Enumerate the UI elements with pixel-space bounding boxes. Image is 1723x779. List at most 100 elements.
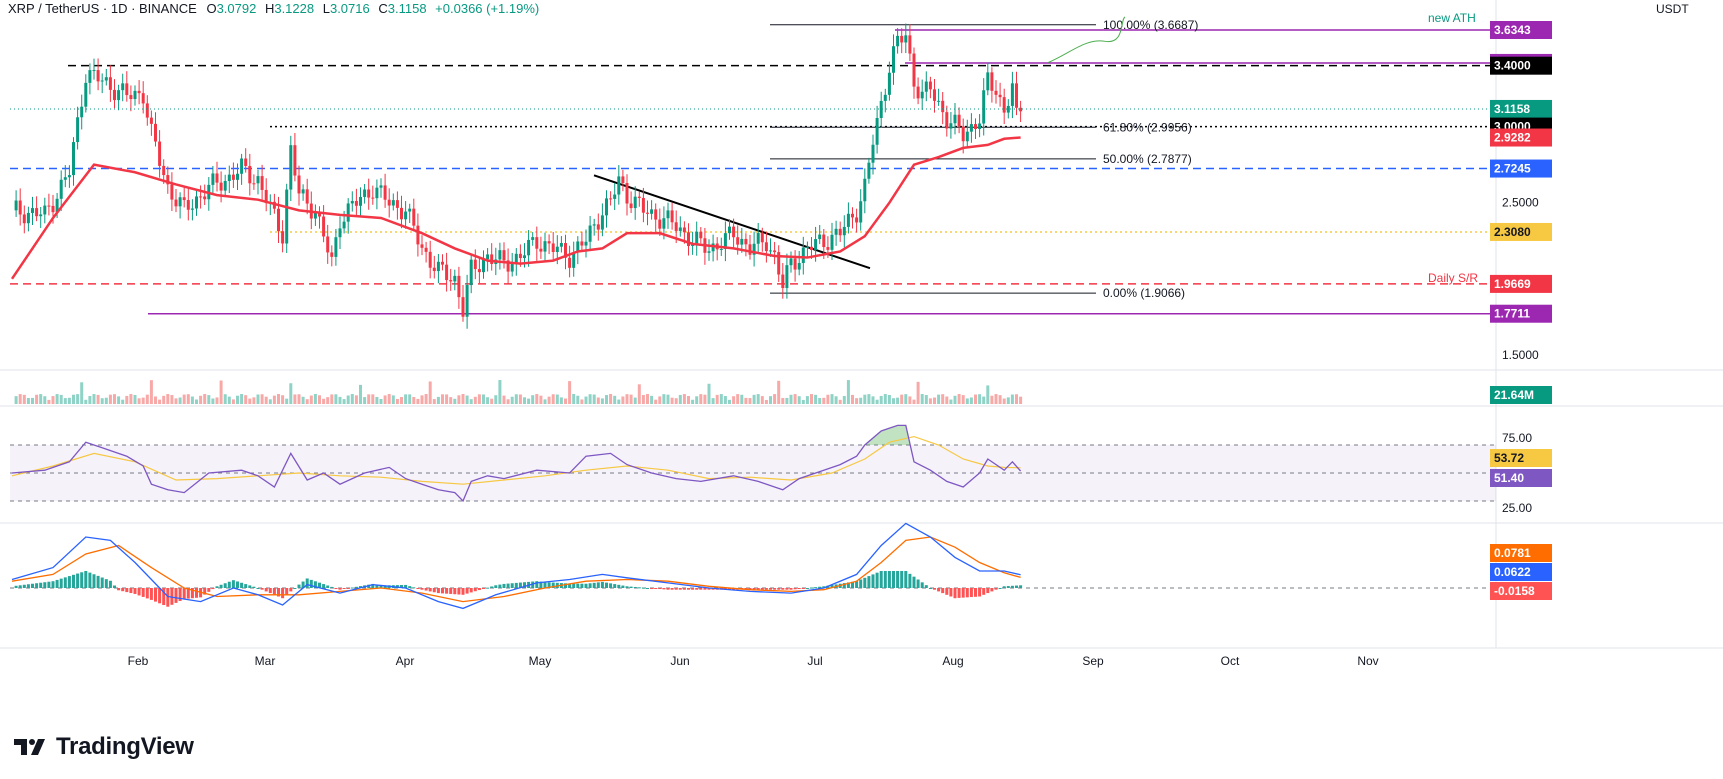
candle-body	[412, 208, 416, 226]
candle-body	[436, 261, 440, 272]
rsi-label: 51.40	[1494, 471, 1524, 485]
macd-histogram-bar	[154, 588, 157, 602]
macd-histogram-bar	[498, 584, 502, 588]
candle-body	[408, 208, 412, 212]
volume-bar	[600, 398, 604, 404]
price-label-box	[1490, 128, 1552, 147]
volume-bar	[588, 394, 592, 404]
candle-body	[490, 254, 494, 264]
volume-bar	[719, 394, 723, 404]
ma50-line	[10, 136, 1021, 280]
rsi-tick-label: 25.00	[1502, 501, 1532, 515]
macd-histogram-bar	[190, 588, 194, 599]
macd-histogram-bar	[887, 571, 891, 588]
macd-histogram-bar	[100, 577, 104, 588]
macd-histogram-bar	[412, 587, 416, 589]
fib-label: 0.00% (1.9066)	[1103, 286, 1185, 300]
macd-histogram-bar	[822, 586, 826, 588]
macd-histogram-bar	[1006, 586, 1010, 588]
candle-body	[453, 275, 457, 282]
candle-body	[756, 232, 760, 244]
volume-bar	[937, 394, 941, 404]
candle-body	[969, 124, 973, 132]
candle-body	[908, 35, 912, 54]
volume-bar	[535, 394, 539, 404]
macd-histogram-bar	[51, 581, 55, 588]
macd-histogram-bar	[531, 581, 535, 588]
candle-body	[953, 114, 957, 124]
macd-histogram-bar	[670, 588, 674, 590]
volume-bar	[789, 394, 793, 404]
volume-bar	[277, 394, 280, 404]
candle-body	[674, 222, 678, 231]
candle-body	[728, 226, 731, 234]
volume-bar	[707, 383, 711, 404]
volume-bar	[342, 399, 346, 404]
candle-body	[559, 243, 563, 247]
volume-bar	[441, 394, 444, 404]
volume-bar	[113, 394, 116, 404]
candle-body	[190, 208, 194, 210]
candle-body	[293, 145, 297, 176]
macd-histogram-bar	[551, 582, 555, 588]
symbol-label[interactable]: XRP / TetherUS · 1D · BINANCE	[8, 1, 197, 16]
volume-bar	[88, 395, 92, 404]
macd-histogram-bar	[953, 588, 957, 599]
candle-body	[633, 196, 637, 209]
macd-histogram-bar	[256, 588, 260, 589]
macd-label-box	[1490, 544, 1552, 562]
volume-bar	[170, 395, 174, 404]
macd-histogram-bar	[859, 579, 863, 588]
volume-bar	[285, 398, 289, 404]
macd-histogram-bar	[994, 588, 998, 590]
volume-bar	[670, 397, 674, 404]
macd-histogram-bar	[318, 582, 321, 588]
macd-histogram-bar	[108, 580, 112, 588]
projection-path	[1047, 16, 1126, 64]
volume-bar	[43, 396, 47, 404]
candle-body	[281, 231, 285, 244]
volume-bar	[924, 395, 928, 404]
macd-histogram-bar	[609, 583, 613, 588]
candle-body	[896, 35, 900, 47]
volume-bar	[117, 396, 121, 404]
macd-histogram-bar	[289, 588, 293, 592]
macd-histogram-bar	[47, 581, 51, 588]
volume-bar	[400, 396, 403, 404]
macd-histogram-bar	[477, 588, 481, 591]
candle-body	[904, 35, 908, 43]
volume-bar	[797, 396, 801, 404]
macd-histogram-bar	[174, 588, 178, 603]
candle-body	[297, 175, 301, 194]
currency-unit[interactable]: USDT	[1656, 2, 1689, 16]
macd-histogram-bar	[924, 585, 928, 588]
volume-bar	[367, 394, 371, 404]
rsi-ma-label-box	[1490, 449, 1552, 467]
candle-body	[350, 200, 354, 204]
candle-body	[272, 201, 276, 209]
macd-histogram-bar	[916, 579, 920, 588]
candle-body	[395, 200, 399, 208]
macd-histogram-bar	[613, 584, 617, 588]
price-label-box	[1490, 56, 1552, 75]
candle-body	[658, 219, 662, 229]
candle-body	[846, 213, 850, 227]
volume-bar	[354, 395, 358, 404]
volume-bar	[785, 397, 789, 404]
candle-body	[14, 200, 18, 211]
candle-body	[383, 185, 387, 200]
candle-body	[506, 260, 510, 272]
macd-histogram-bar	[851, 581, 854, 588]
volume-bar	[387, 394, 391, 404]
macd-histogram-bar	[793, 588, 797, 590]
macd-histogram-bar	[400, 585, 403, 588]
macd-histogram-bar	[215, 586, 219, 588]
macd-histogram-bar	[43, 582, 47, 588]
candle-body	[502, 250, 506, 261]
candle-body	[248, 165, 252, 184]
candle-body	[400, 207, 403, 220]
tradingview-brand[interactable]: TradingView	[14, 733, 194, 761]
volume-bar	[568, 381, 572, 404]
candle-body	[875, 117, 879, 145]
